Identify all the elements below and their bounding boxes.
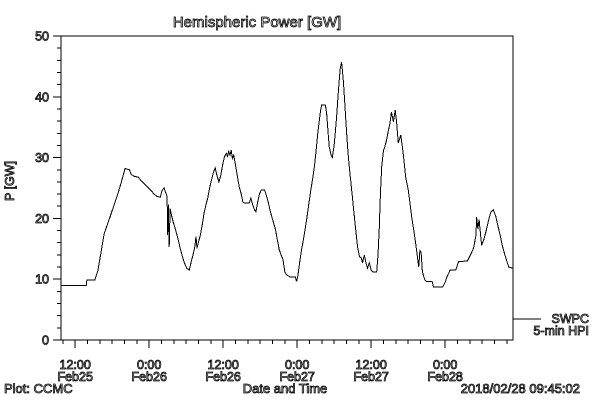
x-tick-time-label: 12:00: [60, 358, 91, 372]
y-tick-label: 30: [35, 151, 49, 165]
y-axis-tick-labels: 0 10 20 30 40 50: [35, 29, 50, 348]
legend-label-source: SWPC: [552, 312, 590, 326]
x-tick-date-label: Feb27: [353, 370, 388, 384]
hpi-data-line: [61, 61, 514, 288]
y-axis-title: P [GW]: [3, 161, 17, 201]
data-series: [61, 61, 514, 288]
x-axis-title: Date and Time: [243, 381, 328, 396]
plot-credit: Plot: CCMC: [4, 381, 73, 396]
y-axis-ticks: [53, 35, 61, 341]
x-tick-time-label: 0:00: [137, 358, 161, 372]
y-tick-label: 50: [35, 30, 49, 44]
plot-border: [60, 35, 514, 341]
x-tick-time-label: 0:00: [433, 358, 457, 372]
x-tick-date-label: Feb26: [205, 370, 240, 384]
legend-label-cadence: 5-min HPI: [533, 324, 589, 338]
x-tick-date-label: Feb25: [57, 370, 92, 384]
x-tick-time-label: 12:00: [208, 358, 239, 372]
x-tick-time-label: 0:00: [285, 358, 309, 372]
x-tick-date-label: Feb28: [427, 370, 462, 384]
generation-timestamp: 2018/02/28 09:45:02: [461, 381, 580, 396]
chart-title: Hemispheric Power [GW]: [173, 14, 341, 31]
x-tick-date-label: Feb26: [131, 370, 166, 384]
y-tick-label: 0: [42, 334, 49, 348]
x-tick-date-label: Feb27: [279, 370, 314, 384]
y-tick-label: 20: [35, 212, 49, 226]
y-tick-label: 40: [35, 90, 49, 104]
y-tick-label: 10: [35, 273, 49, 287]
legend: SWPC 5-min HPI: [513, 312, 589, 338]
x-tick-time-label: 12:00: [356, 358, 387, 372]
x-axis-ticks: [62, 340, 508, 348]
x-axis-tick-labels: 12:00Feb250:00Feb2612:00Feb260:00Feb2712…: [57, 358, 463, 385]
